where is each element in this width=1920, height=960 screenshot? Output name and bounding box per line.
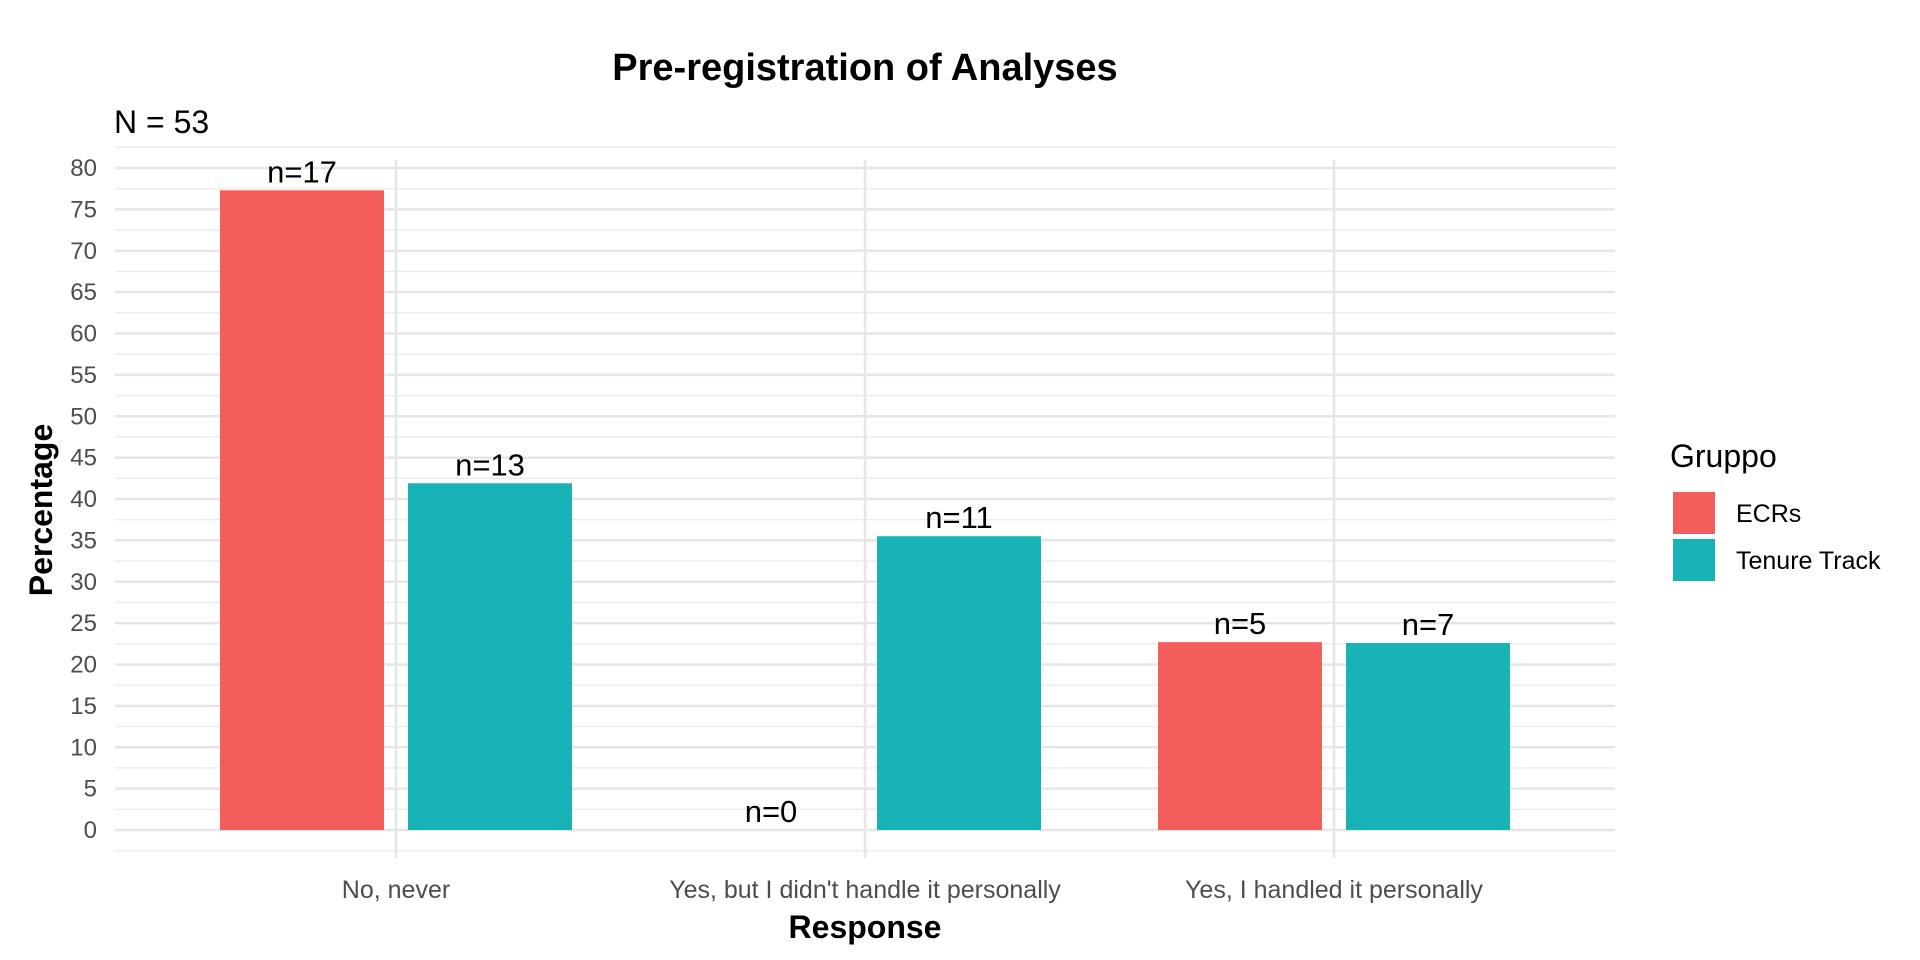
y-tick-label: 15 xyxy=(70,693,97,720)
y-tick-label: 30 xyxy=(70,569,97,596)
x-tick-label: Yes, I handled it personally xyxy=(1185,876,1483,904)
bars xyxy=(220,190,1510,830)
bar-value-label: n=5 xyxy=(1214,606,1267,641)
y-tick-label: 20 xyxy=(70,652,97,679)
bar xyxy=(220,190,384,830)
y-tick-label: 65 xyxy=(70,279,97,306)
y-tick-label: 80 xyxy=(70,155,97,182)
y-tick-label: 75 xyxy=(70,196,97,223)
bar-value-label: n=11 xyxy=(925,500,993,535)
bar-value-label: n=13 xyxy=(455,447,525,482)
y-tick-label: 60 xyxy=(70,321,97,348)
y-tick-label: 0 xyxy=(84,817,97,844)
y-axis-title: Percentage xyxy=(23,424,59,597)
legend: Gruppo ECRs Tenure Track xyxy=(1670,438,1881,581)
legend-items: ECRs Tenure Track xyxy=(1673,492,1881,581)
legend-label: ECRs xyxy=(1736,500,1801,528)
y-tick-label: 35 xyxy=(70,527,97,554)
legend-title: Gruppo xyxy=(1670,438,1777,474)
x-axis-ticks: No, never Yes, but I didn't handle it per… xyxy=(342,876,1484,904)
y-tick-label: 10 xyxy=(70,734,97,761)
x-tick-label: Yes, but I didn't handle it personally xyxy=(669,876,1061,904)
bar-value-label: n=17 xyxy=(267,154,337,189)
legend-swatch xyxy=(1673,492,1715,534)
bar xyxy=(408,483,572,830)
bar-value-label: n=7 xyxy=(1402,607,1455,642)
bar-value-labels: n=17 n=0 n=5 n=13 n=11 n=7 xyxy=(267,154,1454,829)
y-tick-label: 55 xyxy=(70,362,97,389)
y-axis-ticks: 0 5 10 15 20 25 30 35 40 45 50 55 60 65 70 75 80 xyxy=(70,155,97,844)
bar xyxy=(1158,642,1322,830)
y-tick-label: 50 xyxy=(70,403,97,430)
bar xyxy=(1346,642,1510,830)
y-tick-label: 70 xyxy=(70,238,97,265)
legend-label: Tenure Track xyxy=(1736,547,1881,575)
x-axis-title: Response xyxy=(789,909,942,945)
legend-swatch xyxy=(1673,539,1715,581)
y-tick-label: 45 xyxy=(70,445,97,472)
bar xyxy=(877,536,1041,830)
y-tick-label: 5 xyxy=(84,776,97,803)
bar-value-label: n=0 xyxy=(745,794,798,829)
x-tick-label: No, never xyxy=(342,876,450,904)
chart-title: Pre-registration of Analyses xyxy=(612,47,1117,89)
chart-subtitle: N = 53 xyxy=(114,104,209,140)
y-tick-label: 25 xyxy=(70,610,97,637)
y-tick-label: 40 xyxy=(70,486,97,513)
